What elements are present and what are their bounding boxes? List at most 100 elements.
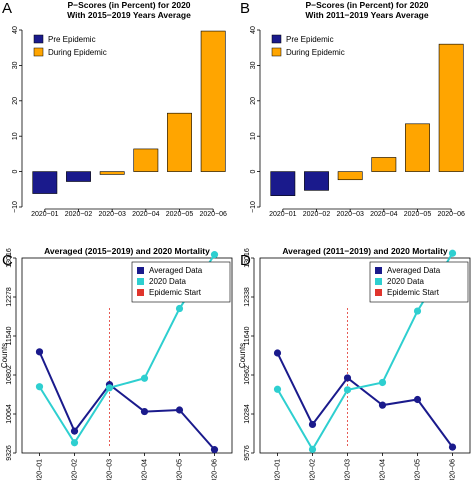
y-tick-label: 9326 bbox=[6, 445, 13, 461]
legend-label: During Epidemic bbox=[48, 48, 107, 57]
x-tick-label: 2020−05 bbox=[404, 211, 432, 218]
legend-label: Averaged Data bbox=[387, 266, 441, 275]
x-tick-label: 2020−04 bbox=[142, 459, 149, 480]
series-point-averaged bbox=[175, 406, 184, 414]
bar-1 bbox=[270, 171, 296, 196]
legend-box bbox=[131, 261, 231, 303]
series-point-2020 bbox=[175, 304, 184, 313]
x-tick-label: 2020−06 bbox=[450, 459, 457, 480]
y-tick-label: 10 bbox=[12, 132, 19, 140]
legend-label: During Epidemic bbox=[286, 48, 345, 57]
series-point-2020 bbox=[70, 439, 79, 447]
panel-d: D Averaged (2011−2019) and 2020 Mortality… bbox=[238, 246, 471, 480]
legend-swatch bbox=[137, 289, 144, 296]
series-point-2020 bbox=[140, 374, 149, 382]
x-tick-label: 2020−01 bbox=[31, 211, 59, 218]
y-tick-label: 12278 bbox=[6, 287, 13, 307]
legend: Pre Epidemic During Epidemic bbox=[271, 34, 345, 57]
y-tick-label: 11640 bbox=[244, 326, 251, 345]
bar-1 bbox=[32, 171, 58, 194]
series-point-2020 bbox=[448, 249, 457, 257]
y-tick-label: 20 bbox=[12, 97, 19, 105]
series-point-averaged bbox=[378, 401, 387, 409]
series-point-2020 bbox=[413, 307, 422, 315]
bar-4 bbox=[371, 157, 397, 172]
y-tick-label: 30 bbox=[250, 61, 257, 69]
series-point-2020 bbox=[378, 378, 387, 387]
y-tick-label: 13016 bbox=[6, 248, 13, 268]
series-point-2020 bbox=[105, 384, 114, 392]
bar-6 bbox=[200, 30, 226, 172]
series-point-2020 bbox=[35, 383, 44, 391]
series-point-averaged bbox=[413, 395, 422, 404]
bar-5 bbox=[167, 112, 192, 172]
x-tick-label: 2020−02 bbox=[310, 459, 317, 480]
bar-3 bbox=[99, 171, 125, 175]
bar-5 bbox=[405, 123, 430, 172]
legend-label: Pre Epidemic bbox=[48, 35, 96, 44]
plot-frame bbox=[21, 257, 233, 454]
series-point-2020 bbox=[273, 385, 282, 393]
series-point-averaged bbox=[448, 443, 457, 451]
x-tick-label: 2020−05 bbox=[415, 459, 422, 480]
legend-label: 2020 Data bbox=[387, 277, 424, 286]
x-tick-label: 2020−04 bbox=[370, 211, 398, 218]
series-point-averaged bbox=[343, 374, 352, 382]
plot-frame bbox=[259, 257, 471, 454]
panel-letter: C bbox=[2, 252, 13, 269]
x-tick-label: 2020−04 bbox=[132, 211, 160, 218]
legend-label: Averaged Data bbox=[149, 266, 203, 275]
x-tick-label: 2020−05 bbox=[177, 459, 184, 480]
series-point-averaged bbox=[35, 348, 44, 356]
legend-swatch bbox=[137, 267, 144, 274]
bar-6 bbox=[438, 43, 464, 172]
y-tick-label: 10284 bbox=[244, 404, 251, 424]
chart-subtitle: With 2011−2019 Years Average bbox=[305, 10, 428, 20]
x-tick-label: 2020−01 bbox=[269, 211, 297, 218]
series-line-averaged bbox=[38, 351, 216, 451]
legend-box bbox=[369, 261, 469, 303]
panel-letter: B bbox=[240, 0, 250, 17]
chart-title: Averaged (2015−2019) and 2020 Mortality bbox=[44, 246, 210, 256]
series-point-averaged bbox=[273, 349, 282, 357]
x-tick-label: 2020−05 bbox=[166, 211, 194, 218]
y-tick-label: 30 bbox=[12, 61, 19, 69]
y-tick-label: 10802 bbox=[6, 365, 13, 385]
y-tick-label: −10 bbox=[250, 201, 257, 213]
legend-swatch bbox=[33, 34, 44, 44]
y-axis-label: Counts bbox=[0, 343, 9, 368]
bar-3 bbox=[337, 171, 363, 181]
series-point-2020 bbox=[308, 445, 317, 453]
legend: Averaged Data 2020 Data Epidemic Start bbox=[369, 261, 469, 303]
y-tick-label: 9576 bbox=[244, 445, 251, 461]
legend-swatch bbox=[375, 289, 382, 296]
legend-swatch bbox=[271, 47, 282, 57]
y-tick-label: 13016 bbox=[244, 248, 251, 268]
series-point-averaged bbox=[210, 446, 219, 454]
chart-title: Averaged (2011−2019) and 2020 Mortality bbox=[282, 246, 448, 256]
y-tick-label: 10064 bbox=[6, 404, 13, 424]
series-point-2020 bbox=[210, 251, 219, 259]
y-tick-label: 40 bbox=[12, 26, 19, 34]
x-tick-label: 2020−01 bbox=[275, 459, 282, 480]
legend-label: Pre Epidemic bbox=[286, 35, 334, 44]
panel-letter: A bbox=[2, 0, 12, 17]
x-tick-label: 2020−03 bbox=[98, 211, 126, 218]
legend-swatch bbox=[271, 34, 282, 44]
y-tick-label: 20 bbox=[250, 97, 257, 105]
y-tick-label: 0 bbox=[250, 170, 257, 174]
y-tick-label: 0 bbox=[12, 170, 19, 174]
legend-swatch bbox=[33, 47, 44, 57]
x-tick-label: 2020−06 bbox=[212, 459, 219, 480]
series-point-averaged bbox=[140, 407, 149, 416]
y-tick-label: 12338 bbox=[244, 287, 251, 307]
x-tick-label: 2020−02 bbox=[72, 459, 79, 480]
x-tick-label: 2020−06 bbox=[437, 211, 465, 218]
legend-label: Epidemic Start bbox=[387, 288, 440, 297]
legend-swatch bbox=[375, 267, 382, 274]
x-tick-label: 2020−06 bbox=[199, 211, 227, 218]
y-tick-label: 11540 bbox=[6, 326, 13, 345]
legend-label: 2020 Data bbox=[149, 277, 186, 286]
